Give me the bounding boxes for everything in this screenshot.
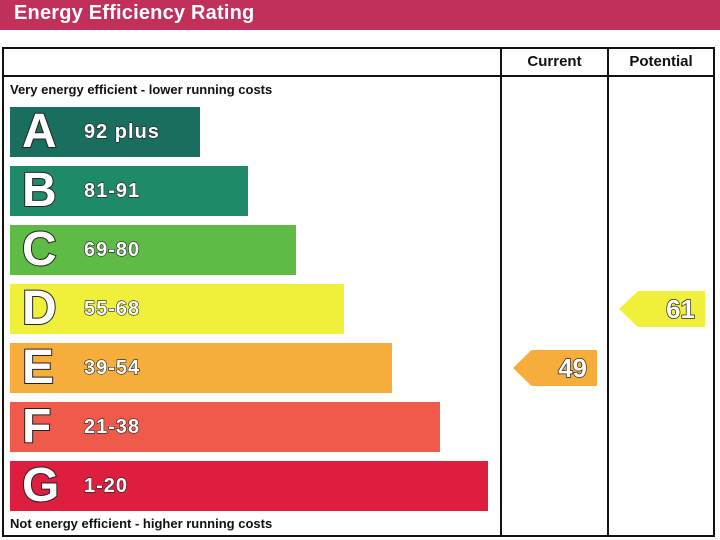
band-a: A 92 plus xyxy=(10,105,200,158)
band-g: G 1-20 xyxy=(10,459,488,512)
divider-potential xyxy=(607,47,609,537)
band-range: 1-20 xyxy=(83,474,129,497)
band-range: 92 plus xyxy=(83,120,160,143)
band-letter: F xyxy=(21,400,52,453)
potential-rating-value: 61 xyxy=(665,293,695,324)
band-d: D 55-68 xyxy=(10,282,344,335)
band-range: 81-91 xyxy=(83,179,141,202)
bottom-caption: Not energy efficient - higher running co… xyxy=(10,516,273,531)
current-rating-value: 49 xyxy=(557,352,587,383)
potential-rating-arrow: 61 xyxy=(619,291,705,327)
band-range: 21-38 xyxy=(83,415,141,438)
band-letter: A xyxy=(21,105,58,158)
band-letter: B xyxy=(21,164,58,217)
band-f: F 21-38 xyxy=(10,400,440,453)
band-letter: G xyxy=(21,459,60,512)
band-range: 39-54 xyxy=(83,356,141,379)
band-c: C 69-80 xyxy=(10,223,296,276)
current-column-header: Current xyxy=(527,53,582,70)
current-rating-arrow: 49 xyxy=(513,350,597,386)
chart-frame xyxy=(2,47,715,537)
band-b: B 81-91 xyxy=(10,164,248,217)
band-letter: E xyxy=(21,341,55,394)
header-divider xyxy=(2,75,715,77)
band-range: 55-68 xyxy=(83,297,141,320)
band-range: 69-80 xyxy=(83,238,141,261)
band-letter: C xyxy=(21,223,58,276)
band-e: E 39-54 xyxy=(10,341,392,394)
title-banner: Energy Efficiency Rating xyxy=(0,0,720,30)
potential-column-header: Potential xyxy=(629,53,693,70)
band-letter: D xyxy=(21,282,58,335)
top-caption: Very energy efficient - lower running co… xyxy=(10,82,273,97)
divider-current xyxy=(500,47,502,537)
chart-title: Energy Efficiency Rating xyxy=(14,2,255,24)
